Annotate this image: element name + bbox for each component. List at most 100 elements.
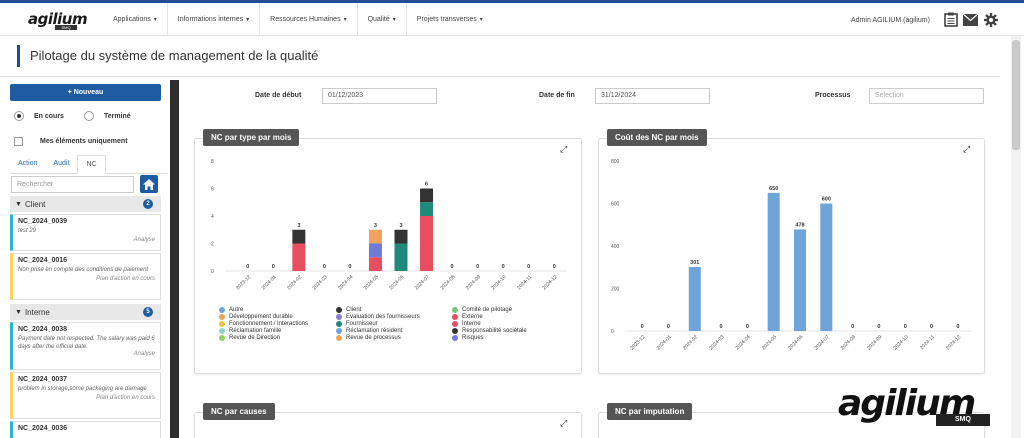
watermark-badge: SMQ: [936, 414, 990, 426]
gear-icon[interactable]: [983, 12, 998, 27]
legend-item[interactable]: Risques: [452, 335, 552, 341]
nav-qualite[interactable]: Qualité ▾: [358, 3, 407, 36]
page-scrollbar[interactable]: [1011, 36, 1021, 438]
nav-informations-internes[interactable]: Informations internes ▾: [168, 3, 261, 36]
legend-swatch: [452, 314, 458, 320]
home-icon[interactable]: [140, 175, 158, 193]
mine-only-checkbox[interactable]: [14, 137, 23, 146]
bar: [820, 203, 833, 331]
legend-swatch: [336, 307, 342, 313]
legend-item[interactable]: Comité de pilotage: [452, 307, 552, 313]
x-tick-label: 2024-10: [490, 274, 507, 291]
legend-swatch: [336, 321, 342, 327]
expand-icon[interactable]: ⤢: [963, 144, 971, 154]
sidebar-resize-handle[interactable]: [170, 80, 179, 438]
process-select[interactable]: Selection: [869, 88, 984, 104]
legend-item[interactable]: Réclamation résident: [336, 328, 452, 334]
legend-item[interactable]: Réclamation famille: [219, 328, 336, 334]
legend-swatch: [452, 335, 458, 341]
tab-audit[interactable]: Audit: [53, 160, 70, 167]
legend-item[interactable]: Externe: [452, 314, 552, 320]
chevron-down-icon: ▾: [343, 17, 347, 23]
x-tick-label: 2024-07: [414, 274, 431, 291]
radio-label-termine: Terminé: [103, 112, 131, 120]
panel-title: Coût des NC par mois: [607, 129, 707, 146]
caret-down-icon: ▼: [15, 200, 22, 208]
page-title: Pilotage du système de management de la …: [30, 48, 319, 63]
group-name: Client: [24, 199, 46, 209]
legend-item[interactable]: Evaluation des fournisseurs: [336, 314, 452, 320]
logo-badge: SMQ: [55, 25, 77, 30]
legend-item[interactable]: Fonctionnement / Interactions: [219, 321, 336, 327]
data-label: 478: [795, 222, 804, 228]
end-date-field[interactable]: 31/12/2024: [595, 88, 710, 104]
legend-item[interactable]: Responsabilité sociétale: [452, 328, 552, 334]
legend-label: Fonctionnement / Interactions: [229, 321, 309, 327]
bar-segment: [368, 257, 382, 271]
chevron-down-icon: ▾: [246, 17, 250, 23]
list-item[interactable]: NC_2024_0036: [10, 421, 161, 438]
clipboard-icon[interactable]: [943, 12, 958, 27]
expand-icon[interactable]: ⤢: [560, 418, 568, 428]
group-interne[interactable]: ▼ Interne 5: [10, 304, 161, 320]
mine-only-label: Mes éléments uniquement: [40, 138, 128, 145]
nav-applications[interactable]: Applications ▾: [103, 3, 168, 36]
list-item[interactable]: NC_2024_0037 problem in storage,some pac…: [10, 372, 161, 419]
legend-swatch: [336, 335, 342, 341]
item-desc: test 29: [18, 228, 37, 234]
list-item[interactable]: NC_2024_0039 test 29 Analyse: [10, 214, 161, 251]
bar: [794, 229, 806, 331]
bar-segment: [292, 229, 306, 244]
sidebar-tabs: Action Audit NC: [10, 155, 168, 174]
x-tick-label: 2024-09: [866, 334, 883, 351]
legend-label: Réclamation famille: [229, 328, 282, 334]
group-count-badge: 5: [143, 307, 153, 317]
radio-termine[interactable]: [83, 111, 94, 121]
group-client[interactable]: ▼ Client 2: [10, 196, 161, 212]
expand-icon[interactable]: ⤢: [560, 144, 568, 154]
legend-label: Interne: [462, 321, 481, 327]
tab-action[interactable]: Action: [18, 160, 38, 167]
radio-en-cours[interactable]: [14, 111, 24, 121]
x-tick-label: 2024-02: [682, 334, 699, 351]
user-name[interactable]: Admin AGILIUM (agilium): [851, 17, 930, 24]
group-count-badge: 2: [143, 199, 153, 209]
item-status: Analyse: [133, 351, 155, 357]
legend-item[interactable]: Développement durable: [219, 314, 336, 320]
tab-nc[interactable]: NC: [77, 155, 106, 174]
data-label: 0: [476, 264, 479, 270]
legend-label: Revue de Direction: [229, 335, 281, 341]
mail-icon[interactable]: [963, 12, 978, 27]
x-tick-label: 2024-03: [312, 274, 329, 291]
list-item[interactable]: NC_2024_0016 Non prise en compte des con…: [10, 253, 161, 300]
agilium-watermark: agilium SMQ: [838, 384, 993, 430]
app-logo[interactable]: agilium SMQ: [28, 10, 88, 32]
start-date-label: Date de début: [255, 92, 302, 99]
legend-swatch: [452, 321, 458, 327]
scrollbar-thumb[interactable]: [1012, 40, 1020, 150]
x-tick-label: 2024-07: [813, 334, 830, 351]
bar-segment: [420, 216, 434, 271]
item-id: NC_2024_0016: [18, 257, 68, 264]
bar-segment: [292, 243, 306, 271]
x-tick-label: 2024-09: [465, 274, 482, 291]
y-tick-label: 600: [611, 202, 620, 208]
legend-item[interactable]: Autre: [219, 307, 336, 313]
legend-item[interactable]: Fournisseur: [336, 321, 452, 327]
legend-label: Autre: [229, 307, 244, 313]
new-button[interactable]: + Nouveau: [10, 84, 161, 101]
legend-item[interactable]: Revue de processus: [336, 335, 452, 341]
list-item[interactable]: NC_2024_0038 Payment date not respected.…: [10, 322, 161, 370]
legend-label: Externe: [462, 314, 483, 320]
legend-item[interactable]: Interne: [452, 321, 552, 327]
search-input[interactable]: Rechercher: [11, 176, 134, 193]
y-tick-label: 4: [211, 214, 214, 220]
nav-projets-transverses[interactable]: Projets transverses ▾: [416, 16, 483, 23]
legend-item[interactable]: Revue de Direction: [219, 335, 336, 341]
panel-nc-type: NC par type par mois ⤢ 0 2 4 6 8 0 2023-12 0 202…: [194, 129, 582, 374]
legend-item[interactable]: Client: [336, 307, 452, 313]
x-tick-label: 2024-06: [388, 274, 405, 291]
start-date-field[interactable]: 01/12/2023: [322, 88, 437, 104]
x-tick-label: 2024-08: [439, 274, 456, 291]
nav-ressources-humaines[interactable]: Ressources Humaines ▾: [260, 3, 358, 36]
